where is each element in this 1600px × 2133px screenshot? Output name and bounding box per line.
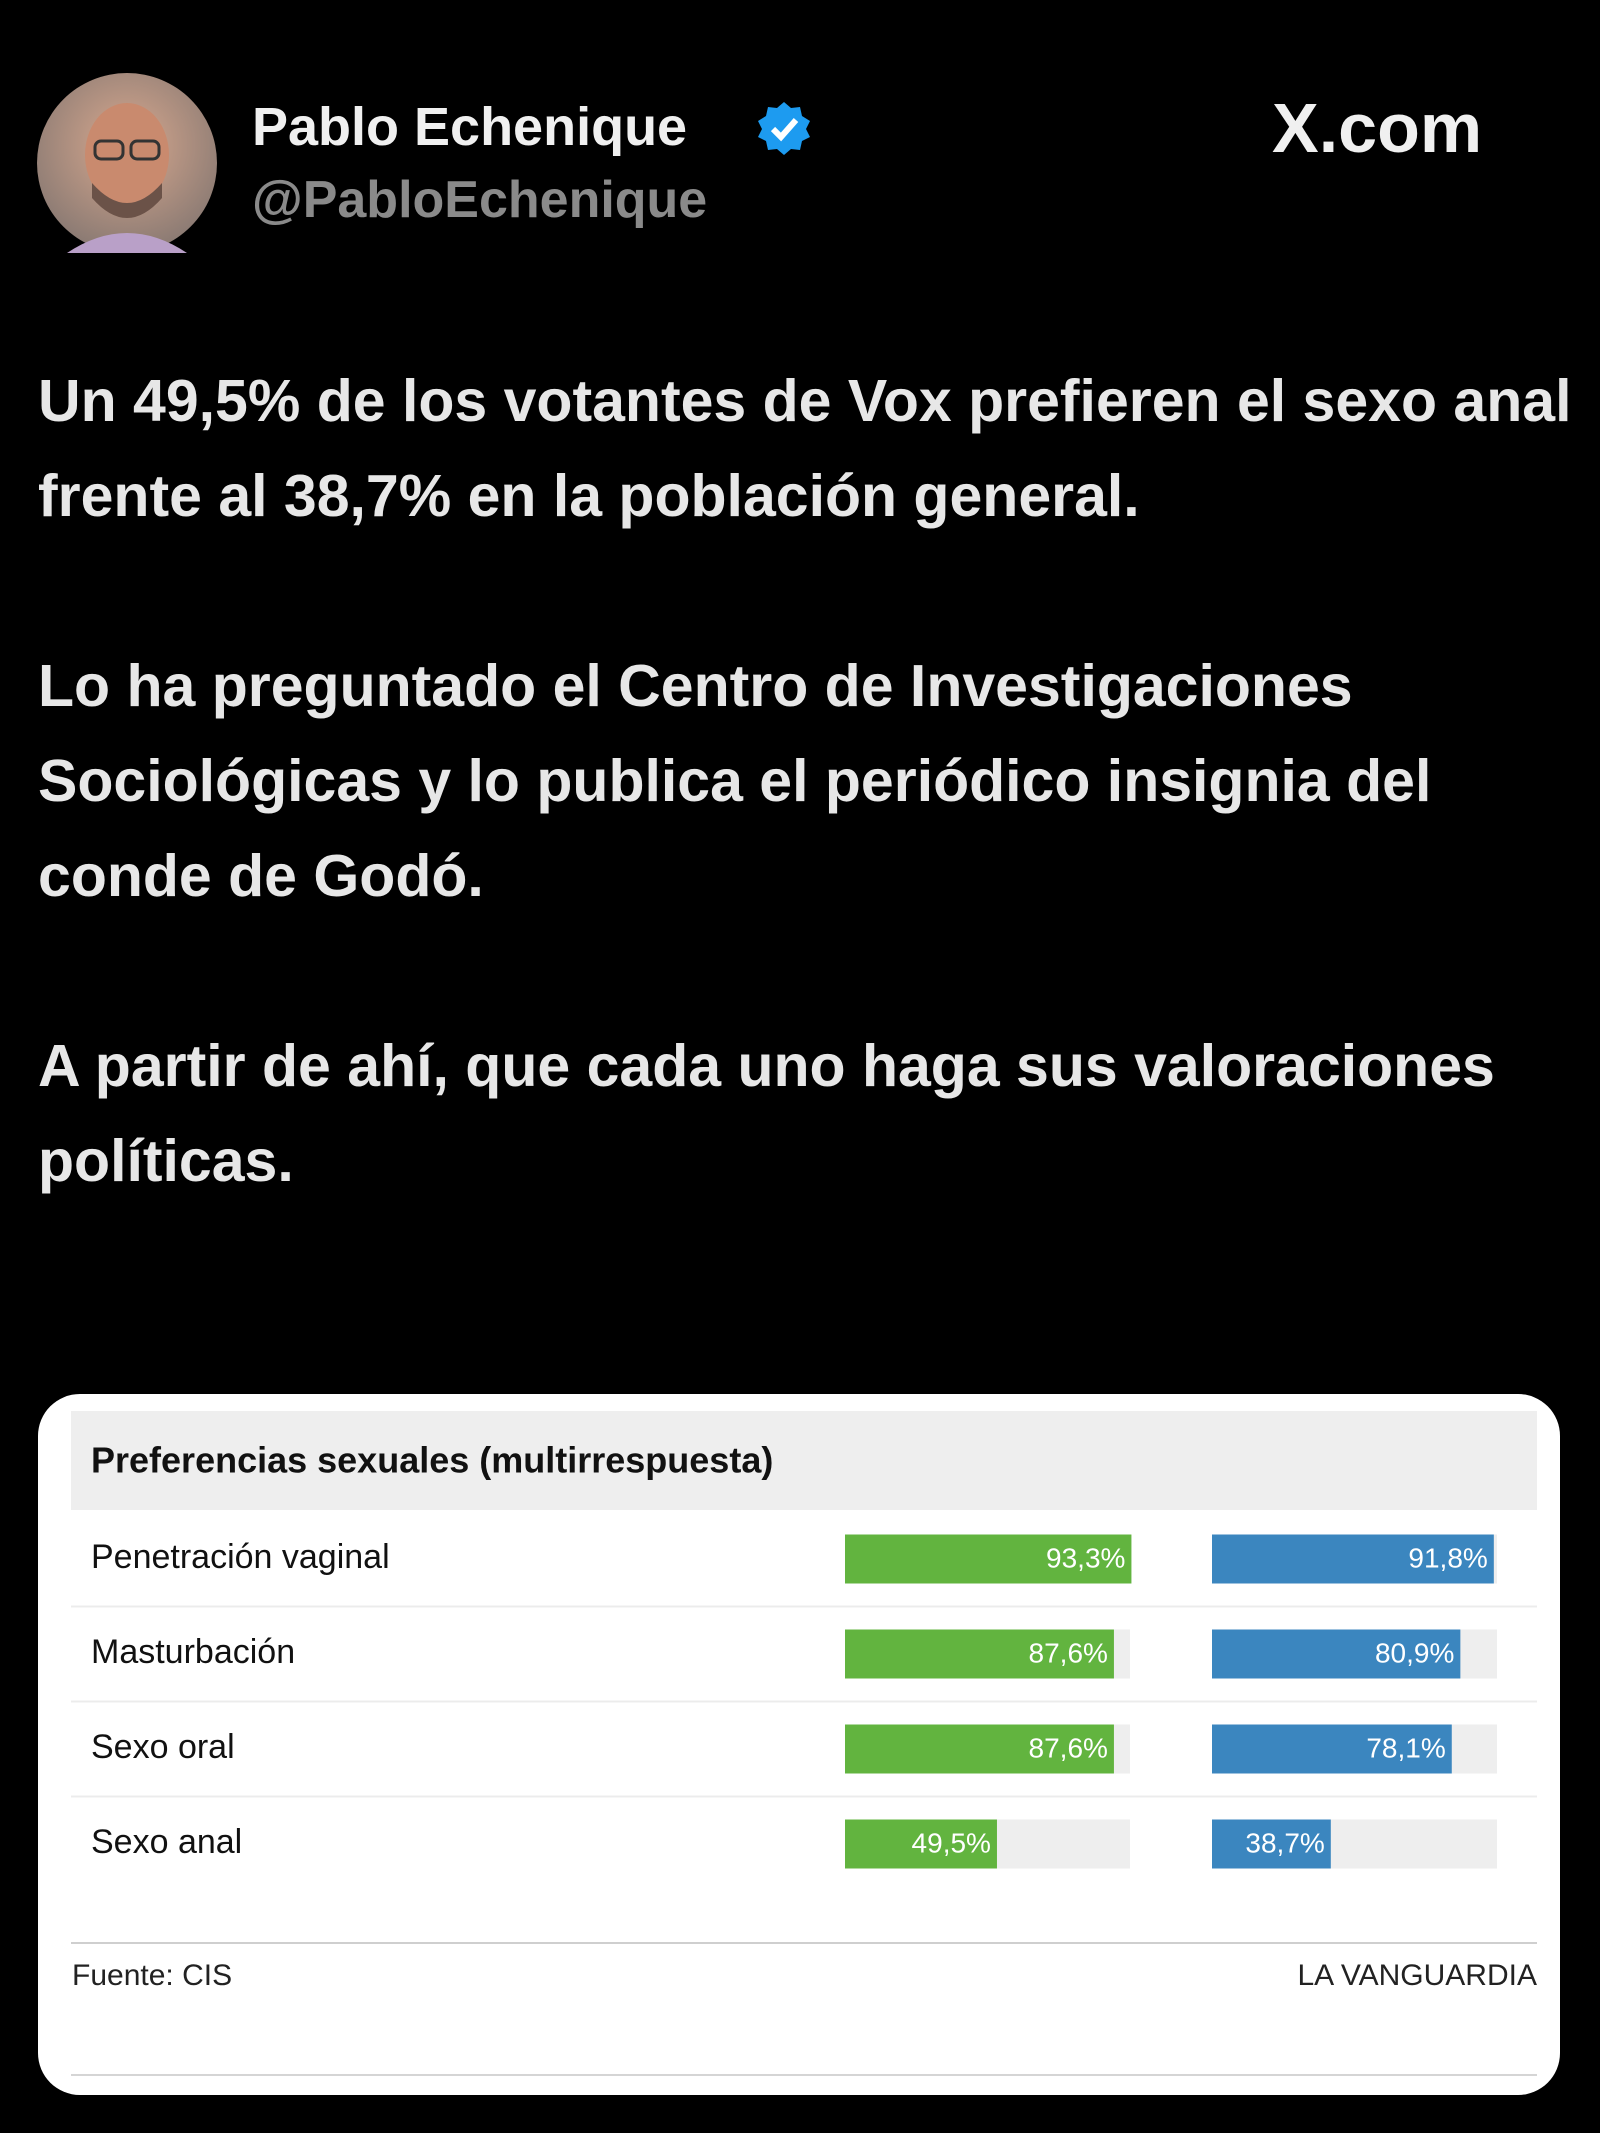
bar [845, 1534, 1132, 1584]
value-label: 93,3% [1046, 1542, 1125, 1573]
chart-card[interactable]: Preferencias sexuales (multirrespuesta) … [38, 1394, 1560, 2095]
tweet-text: Un 49,5% de los votantes de Vox prefiere… [38, 354, 1578, 1304]
bar [845, 1724, 1114, 1774]
bar [845, 1819, 997, 1869]
value-label: 78,1% [1366, 1732, 1445, 1763]
value-label: 87,6% [1029, 1732, 1108, 1763]
chart-source: Fuente: CIS [72, 1959, 232, 1992]
tweet-paragraph: Un 49,5% de los votantes de Vox prefiere… [38, 368, 1572, 529]
chart: Preferencias sexuales (multirrespuesta) … [71, 1411, 1537, 2076]
bar [1212, 1819, 1331, 1869]
value-label: 91,8% [1408, 1542, 1487, 1573]
bar [845, 1629, 1114, 1679]
category-label: Sexo oral [91, 1728, 235, 1766]
category-label: Masturbación [91, 1633, 295, 1671]
avatar[interactable] [37, 73, 217, 253]
bar [1212, 1629, 1461, 1679]
author-handle[interactable]: @PabloEchenique [252, 171, 708, 229]
value-label: 80,9% [1375, 1637, 1454, 1668]
tweet-paragraph: Lo ha preguntado el Centro de Investigac… [38, 653, 1432, 909]
value-label: 49,5% [912, 1827, 991, 1858]
site-label: X.com [1272, 89, 1483, 167]
bar [1212, 1724, 1452, 1774]
verified-badge [758, 102, 810, 155]
value-label: 87,6% [1029, 1637, 1108, 1668]
category-label: Penetración vaginal [91, 1538, 390, 1576]
tweet-paragraph: A partir de ahí, que cada uno haga sus v… [38, 1033, 1495, 1194]
author-name[interactable]: Pablo Echenique [252, 97, 688, 157]
chart-title: Preferencias sexuales (multirrespuesta) [91, 1440, 773, 1481]
bar [1212, 1534, 1494, 1584]
category-label: Sexo anal [91, 1823, 242, 1861]
value-label: 38,7% [1245, 1827, 1324, 1858]
chart-publisher: LA VANGUARDIA [1297, 1959, 1537, 1992]
title-band [71, 1411, 1537, 1510]
